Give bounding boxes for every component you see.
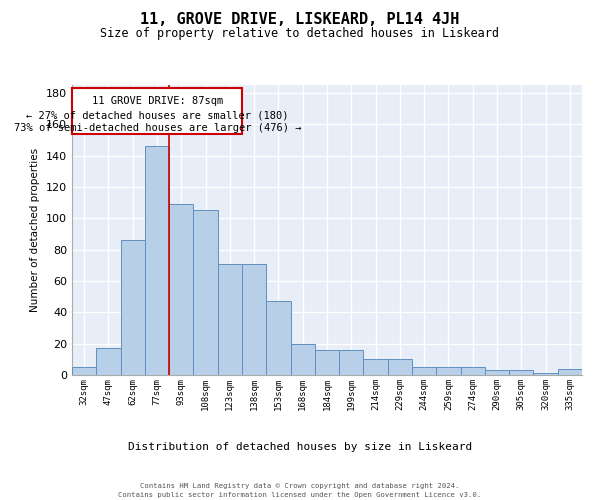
Bar xyxy=(485,370,509,375)
Y-axis label: Number of detached properties: Number of detached properties xyxy=(31,148,40,312)
Text: 11, GROVE DRIVE, LISKEARD, PL14 4JH: 11, GROVE DRIVE, LISKEARD, PL14 4JH xyxy=(140,12,460,28)
Text: Distribution of detached houses by size in Liskeard: Distribution of detached houses by size … xyxy=(128,442,472,452)
Bar xyxy=(290,344,315,375)
Text: Size of property relative to detached houses in Liskeard: Size of property relative to detached ho… xyxy=(101,28,499,40)
Bar xyxy=(242,264,266,375)
Text: Contains HM Land Registry data © Crown copyright and database right 2024.
Contai: Contains HM Land Registry data © Crown c… xyxy=(118,483,482,498)
Bar xyxy=(558,368,582,375)
Bar xyxy=(339,350,364,375)
Bar xyxy=(364,360,388,375)
FancyBboxPatch shape xyxy=(73,88,242,134)
Bar xyxy=(266,302,290,375)
Bar xyxy=(461,367,485,375)
Bar xyxy=(96,348,121,375)
Text: 73% of semi-detached houses are larger (476) →: 73% of semi-detached houses are larger (… xyxy=(14,122,301,132)
Bar xyxy=(388,360,412,375)
Bar xyxy=(193,210,218,375)
Bar xyxy=(533,374,558,375)
Bar xyxy=(169,204,193,375)
Bar xyxy=(436,367,461,375)
Bar xyxy=(72,367,96,375)
Bar xyxy=(509,370,533,375)
Bar xyxy=(218,264,242,375)
Bar xyxy=(315,350,339,375)
Bar xyxy=(145,146,169,375)
Text: ← 27% of detached houses are smaller (180): ← 27% of detached houses are smaller (18… xyxy=(26,110,289,120)
Bar xyxy=(121,240,145,375)
Bar xyxy=(412,367,436,375)
Text: 11 GROVE DRIVE: 87sqm: 11 GROVE DRIVE: 87sqm xyxy=(92,96,223,106)
